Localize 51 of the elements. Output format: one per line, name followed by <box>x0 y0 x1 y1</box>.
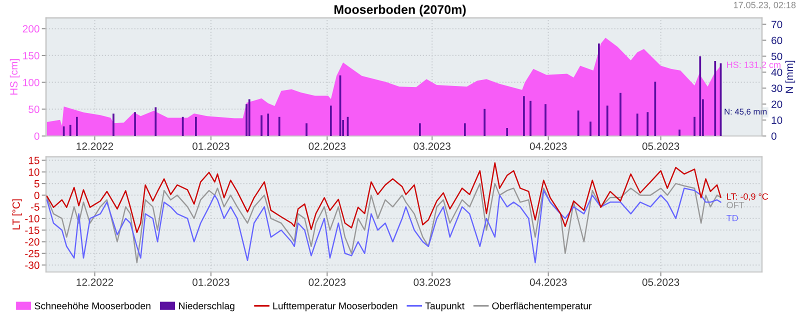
text: 17.05.23, 02:18 <box>734 2 796 10</box>
y2-tick-label: 10 <box>772 116 782 124</box>
x-tick-label: 05.2023 <box>642 278 680 286</box>
y2-axis-title: N [mm] <box>785 60 796 93</box>
y-tick-label: -15 <box>25 226 40 234</box>
y-axis-title: LT [°C] <box>12 199 22 230</box>
annotation: LT: -0,9 °C <box>727 193 768 201</box>
legend-label: Oberflächentemperatur <box>492 302 592 312</box>
legend-label: Niederschlag <box>179 302 234 312</box>
y-tick-label: 0 <box>34 192 40 200</box>
legend-label: Schneehöhe Mooserboden <box>34 302 150 310</box>
annotation: OFT <box>726 202 744 208</box>
chart-title: Mooserboden (2070m) <box>334 4 466 16</box>
annotation: N: 45,6 mm <box>724 108 767 116</box>
y2-tick-label: 70 <box>772 20 782 28</box>
y-tick-label: 15 <box>28 156 40 164</box>
y-tick-label: 10 <box>28 168 40 176</box>
y2-tick-label: 60 <box>772 36 782 44</box>
x-tick-label: 03.2023 <box>414 142 450 150</box>
y2-tick-label: 40 <box>771 68 782 76</box>
x-tick-label: 12.2022 <box>76 142 114 150</box>
x-tick-label: 12.2022 <box>76 278 114 286</box>
y-tick-label: -25 <box>25 250 40 258</box>
legend-label: Lufttemperatur Mooserboden <box>273 302 398 312</box>
legend-label: Taupunkt <box>425 302 464 312</box>
y2-tick-label: 30 <box>771 84 782 92</box>
x-tick-label: 04.2023 <box>530 142 567 150</box>
line-series <box>46 162 722 234</box>
y-tick-label: 5 <box>34 180 40 188</box>
y-tick-label: 0 <box>34 132 40 140</box>
x-tick-label: 01.2023 <box>192 278 230 286</box>
y-tick-label: 200 <box>22 25 40 33</box>
y-tick-label: -10 <box>25 214 40 222</box>
y2-tick-label: 50 <box>771 52 782 60</box>
y-tick-label: 150 <box>23 52 40 60</box>
x-tick-label: 03.2023 <box>414 278 450 286</box>
y-tick-label: 100 <box>23 78 40 86</box>
y-tick-label: -20 <box>25 238 40 246</box>
y2-tick-label: 20 <box>772 100 782 108</box>
y-tick-label: 50 <box>28 106 40 114</box>
y2-tick-label: 0 <box>771 132 776 140</box>
y-tick-label: -5 <box>30 203 40 211</box>
annotation: HS: 131,2 cm <box>727 62 780 70</box>
x-tick-label: 02.2023 <box>308 278 346 286</box>
y-tick-label: -30 <box>25 262 40 269</box>
x-tick-label: 02.2023 <box>308 142 346 150</box>
annotation: TD <box>726 214 738 222</box>
x-tick-label: 01.2023 <box>192 142 230 150</box>
x-tick-label: 04.2023 <box>530 278 567 286</box>
y-axis-title: HS [cm] <box>10 59 20 95</box>
x-tick-label: 05.2023 <box>642 142 680 150</box>
